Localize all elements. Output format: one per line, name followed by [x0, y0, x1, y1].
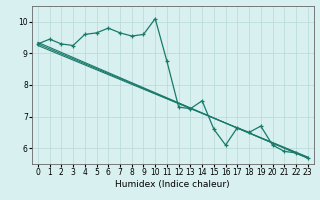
- X-axis label: Humidex (Indice chaleur): Humidex (Indice chaleur): [116, 180, 230, 189]
